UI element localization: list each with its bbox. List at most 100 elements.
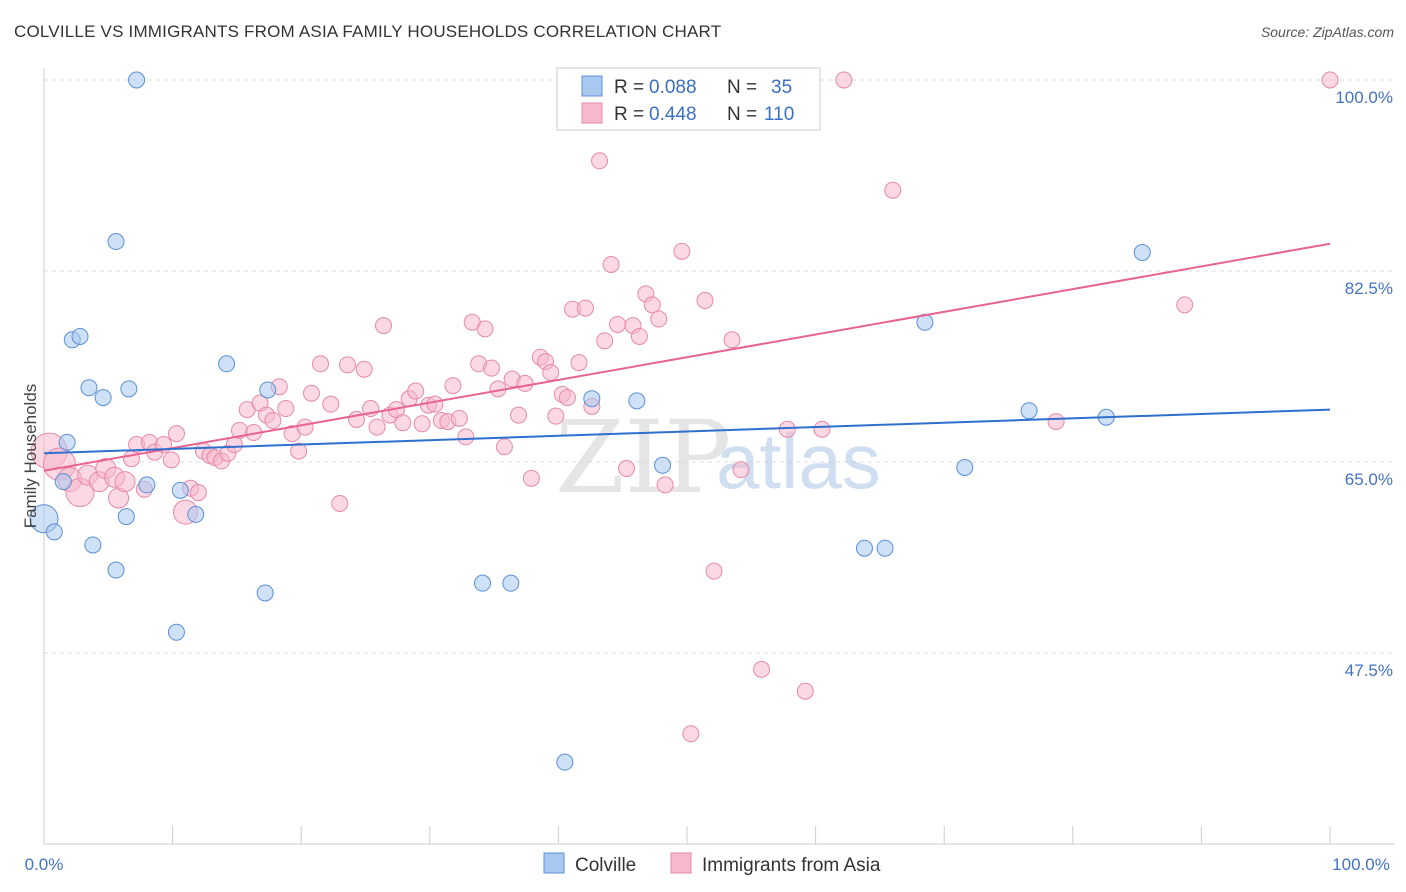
colville-point xyxy=(171,481,189,499)
asia-point xyxy=(547,407,565,425)
asia-point xyxy=(302,384,320,402)
legend-swatch-colville xyxy=(581,75,603,97)
asia-point xyxy=(510,406,528,424)
legend-n-label-asia: N = xyxy=(727,104,757,125)
legend-r-value-asia: 0.448 xyxy=(649,104,697,125)
colville-point xyxy=(187,505,205,523)
asia-point xyxy=(311,355,329,373)
asia-point xyxy=(643,296,661,314)
colville-point xyxy=(54,473,72,491)
colville-point xyxy=(71,327,89,345)
y-tick-label: 65.0% xyxy=(1345,470,1393,489)
chart-title: COLVILLE VS IMMIGRANTS FROM ASIA FAMILY … xyxy=(14,22,722,41)
asia-point xyxy=(338,356,356,374)
colville-point xyxy=(474,574,492,592)
colville-point xyxy=(876,539,894,557)
colville-point xyxy=(502,574,520,592)
trend-lines xyxy=(43,242,1331,472)
x-axis-ticks xyxy=(43,826,1331,844)
colville-point xyxy=(128,71,146,89)
asia-point xyxy=(630,327,648,345)
asia-point xyxy=(426,395,444,413)
series-legend: Colville Immigrants from Asia xyxy=(543,852,881,876)
legend-n-value-colville: 35 xyxy=(771,77,792,98)
asia-point xyxy=(407,382,425,400)
asia-point xyxy=(813,420,831,438)
asia-point xyxy=(331,494,349,512)
asia-point xyxy=(753,660,771,678)
colville-point xyxy=(107,561,125,579)
asia-point xyxy=(355,360,373,378)
asia-point xyxy=(796,682,814,700)
bottom-legend-label-asia: Immigrants from Asia xyxy=(702,855,881,876)
asia-point xyxy=(542,364,560,382)
asia-point xyxy=(375,317,393,335)
legend-r-value-colville: 0.088 xyxy=(649,77,697,98)
asia-point xyxy=(394,414,412,432)
asia-point xyxy=(516,374,534,392)
asia-point xyxy=(114,471,136,493)
watermark-zip: ZIP xyxy=(555,399,731,516)
asia-point xyxy=(444,377,462,395)
asia-point xyxy=(162,451,180,469)
asia-point xyxy=(277,400,295,418)
colville-point xyxy=(1133,243,1151,261)
colville-point xyxy=(167,623,185,641)
legend-swatch-asia xyxy=(581,102,603,124)
asia-point xyxy=(483,359,501,377)
asia-point xyxy=(650,310,668,328)
asia-point xyxy=(122,450,140,468)
asia-point xyxy=(576,299,594,317)
x-tick-label-min: 0.0% xyxy=(25,855,64,874)
asia-point xyxy=(732,461,750,479)
colville-point xyxy=(556,753,574,771)
source-credit: Source: ZipAtlas.com xyxy=(1260,24,1394,40)
colville-point xyxy=(1020,402,1038,420)
asia-point xyxy=(296,418,314,436)
colville-point xyxy=(654,456,672,474)
asia-point xyxy=(656,476,674,494)
asia-point xyxy=(413,415,431,433)
y-tick-labels: 47.5% 65.0% 82.5% 100.0% xyxy=(1335,88,1393,680)
asia-point xyxy=(450,409,468,427)
colville-trend-line xyxy=(43,408,1331,455)
asia-point xyxy=(558,389,576,407)
asia-trend-line xyxy=(43,242,1331,472)
asia-point xyxy=(522,469,540,487)
colville-point xyxy=(138,476,156,494)
legend-n-label-colville: N = xyxy=(727,77,757,98)
asia-point xyxy=(290,442,308,460)
asia-point xyxy=(609,315,627,333)
bottom-legend-swatch-colville xyxy=(543,852,565,874)
colville-point xyxy=(120,380,138,398)
asia-point xyxy=(189,484,207,502)
asia-point xyxy=(1176,296,1194,314)
asia-point xyxy=(495,438,513,456)
legend-r-label-asia: R = xyxy=(614,104,644,125)
asia-point xyxy=(167,425,185,443)
bottom-legend-swatch-asia xyxy=(670,852,692,874)
colville-point xyxy=(259,381,277,399)
asia-point xyxy=(457,428,475,446)
asia-point xyxy=(368,418,386,436)
colville-point xyxy=(117,508,135,526)
asia-point xyxy=(1047,413,1065,431)
asia-point xyxy=(322,395,340,413)
x-tick-label-max: 100.0% xyxy=(1332,855,1390,874)
asia-point xyxy=(705,562,723,580)
asia-point xyxy=(884,181,902,199)
asia-point xyxy=(835,71,853,89)
colville-point xyxy=(628,392,646,410)
colville-point xyxy=(583,390,601,408)
colville-point xyxy=(218,355,236,373)
colville-point xyxy=(45,523,63,541)
colville-point xyxy=(107,233,125,251)
colville-point xyxy=(84,536,102,554)
y-axis-label: Family Households xyxy=(21,384,40,529)
asia-point xyxy=(1321,71,1339,89)
asia-point xyxy=(723,331,741,349)
y-tick-label: 100.0% xyxy=(1335,88,1393,107)
stats-legend: R = 0.088 N = 35 R = 0.448 N = 110 xyxy=(556,67,821,131)
colville-point xyxy=(58,433,76,451)
